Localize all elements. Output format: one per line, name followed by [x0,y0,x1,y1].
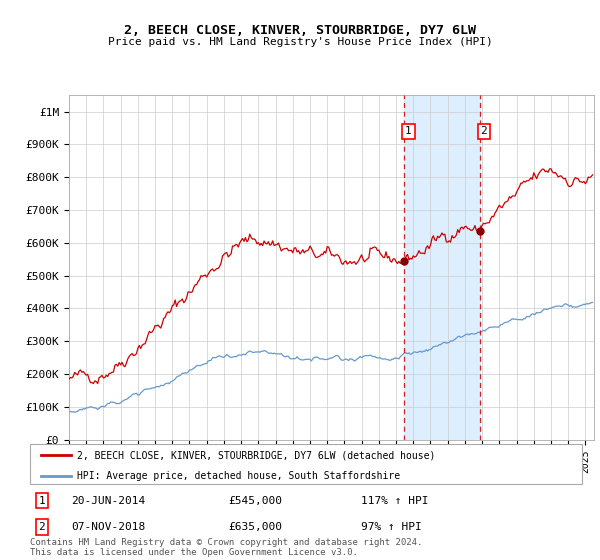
Text: 2, BEECH CLOSE, KINVER, STOURBRIDGE, DY7 6LW (detached house): 2, BEECH CLOSE, KINVER, STOURBRIDGE, DY7… [77,450,435,460]
Text: Price paid vs. HM Land Registry's House Price Index (HPI): Price paid vs. HM Land Registry's House … [107,37,493,47]
Text: 2: 2 [481,127,487,136]
Text: 2: 2 [38,522,45,532]
Bar [404,95,479,440]
Text: 1: 1 [38,496,45,506]
Text: 117% ↑ HPI: 117% ↑ HPI [361,496,428,506]
Text: 97% ↑ HPI: 97% ↑ HPI [361,522,422,532]
Text: 07-NOV-2018: 07-NOV-2018 [71,522,146,532]
Text: HPI: Average price, detached house, South Staffordshire: HPI: Average price, detached house, Sout… [77,470,400,480]
Text: Contains HM Land Registry data © Crown copyright and database right 2024.
This d: Contains HM Land Registry data © Crown c… [30,538,422,557]
Text: 1: 1 [405,127,412,136]
Text: 2, BEECH CLOSE, KINVER, STOURBRIDGE, DY7 6LW: 2, BEECH CLOSE, KINVER, STOURBRIDGE, DY7… [124,24,476,38]
Text: £635,000: £635,000 [229,522,283,532]
Text: 20-JUN-2014: 20-JUN-2014 [71,496,146,506]
Text: £545,000: £545,000 [229,496,283,506]
